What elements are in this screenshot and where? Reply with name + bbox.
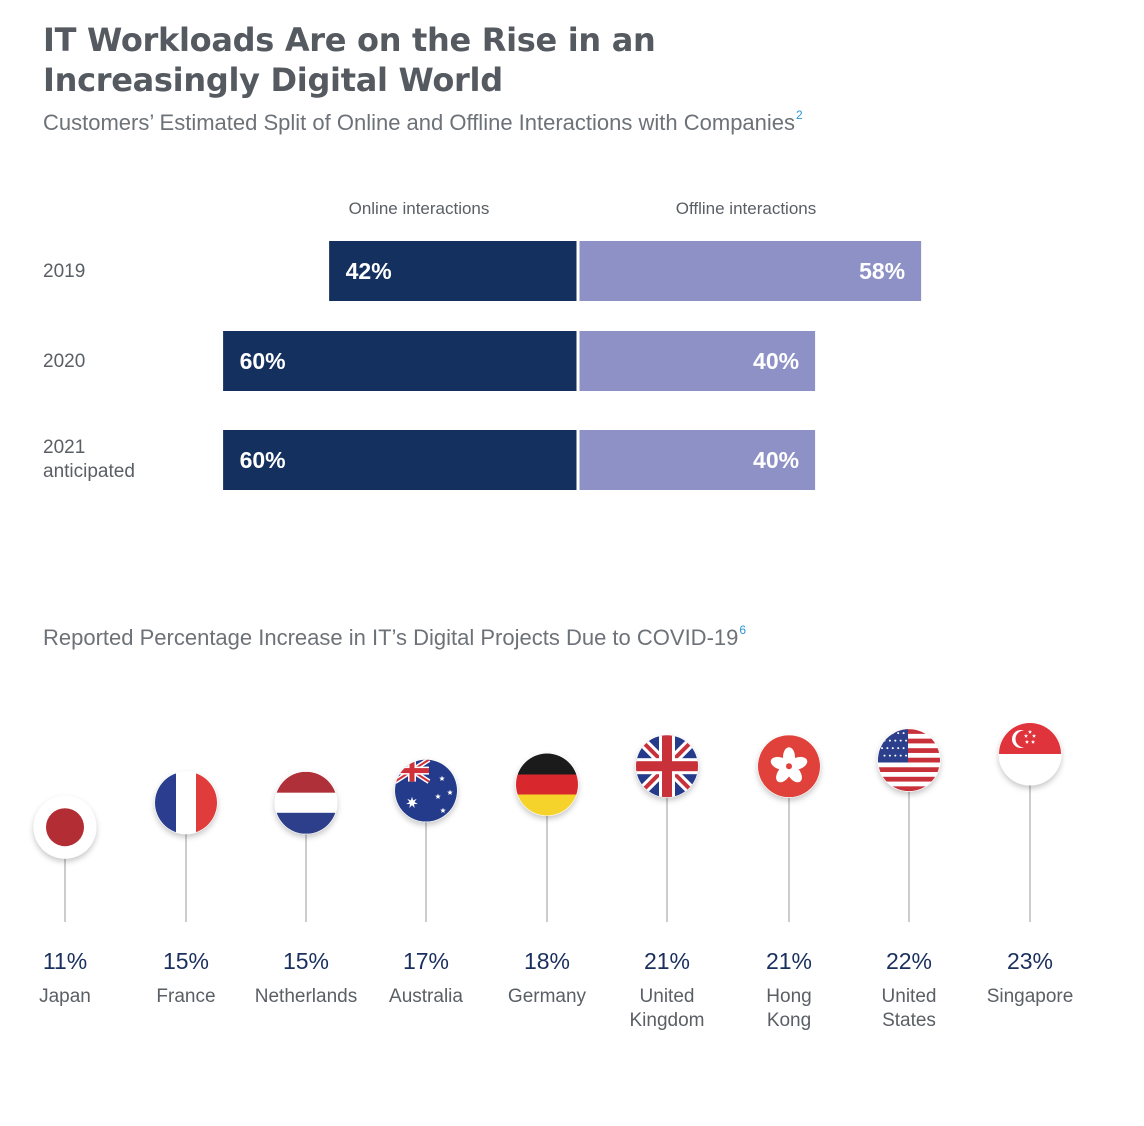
offline-bar-label: 40% [753, 447, 799, 473]
flag-chart-subtitle: Reported Percentage Increase in IT’s Dig… [43, 623, 747, 651]
online-bar-label: 60% [240, 447, 286, 473]
percent-label: 22% [886, 948, 932, 974]
title-line-1: IT Workloads Are on the Rise in an [43, 21, 656, 59]
country-label: United Kingdom [630, 986, 705, 1031]
percent-label: 15% [163, 948, 209, 974]
split-chart-subtitle: Customers’ Estimated Split of Online and… [43, 108, 803, 136]
country-label: Germany [508, 986, 587, 1007]
online-bar [329, 241, 577, 301]
page-title: IT Workloads Are on the Rise in an Incre… [43, 20, 656, 100]
netherlands-flag-icon [274, 771, 338, 835]
country-label: Japan [39, 986, 91, 1007]
offline-bar-label: 40% [753, 348, 799, 374]
percent-label: 17% [403, 948, 449, 974]
offline-bar [579, 241, 922, 301]
online-bar [223, 430, 577, 490]
split-chart-subtitle-text: Customers’ Estimated Split of Online and… [43, 110, 796, 135]
usa-flag-icon [877, 728, 941, 792]
germany-flag-icon [515, 753, 579, 816]
country-label: France [156, 986, 215, 1007]
footnote-marker[interactable]: 6 [739, 623, 747, 637]
row-label: 2021 anticipated [43, 437, 135, 482]
australia-flag-icon [394, 759, 458, 823]
uk-flag-icon [635, 734, 699, 798]
online-offline-split-chart: Online interactions Offline interactions 2… [43, 199, 922, 490]
legend-offline-label: Offline interactions [676, 199, 816, 218]
japan-flag-icon [33, 795, 97, 859]
percent-label: 21% [766, 948, 812, 974]
percent-label: 18% [524, 948, 570, 974]
country-label: Hong Kong [766, 986, 811, 1031]
country-label: Singapore [987, 986, 1074, 1007]
offline-bar-label: 58% [859, 258, 905, 284]
flag-chart-subtitle-text: Reported Percentage Increase in IT’s Dig… [43, 625, 739, 650]
offline-bar [579, 430, 816, 490]
title-line-2: Increasingly Digital World [43, 61, 503, 99]
country-label: United States [882, 986, 937, 1031]
online-bar-label: 42% [346, 258, 392, 284]
row-label: 2019 [43, 261, 85, 282]
percent-label: 11% [43, 948, 87, 974]
france-flag-icon [154, 771, 218, 835]
hong-kong-flag-icon [757, 734, 821, 798]
percent-label: 15% [283, 948, 329, 974]
offline-bar [579, 331, 816, 391]
singapore-flag-icon [998, 722, 1062, 786]
online-bar [223, 331, 577, 391]
row-label: 2020 [43, 351, 85, 372]
covid-digital-projects-chart: 11% Japan 15% France 15% Netherlands 17% Austra… [33, 722, 1074, 1031]
country-label: Australia [389, 986, 463, 1007]
footnote-marker[interactable]: 2 [796, 108, 803, 122]
legend-online-label: Online interactions [349, 199, 490, 218]
country-label: Netherlands [255, 986, 357, 1007]
online-bar-label: 60% [240, 348, 286, 374]
percent-label: 23% [1007, 948, 1053, 974]
percent-label: 21% [644, 948, 690, 974]
